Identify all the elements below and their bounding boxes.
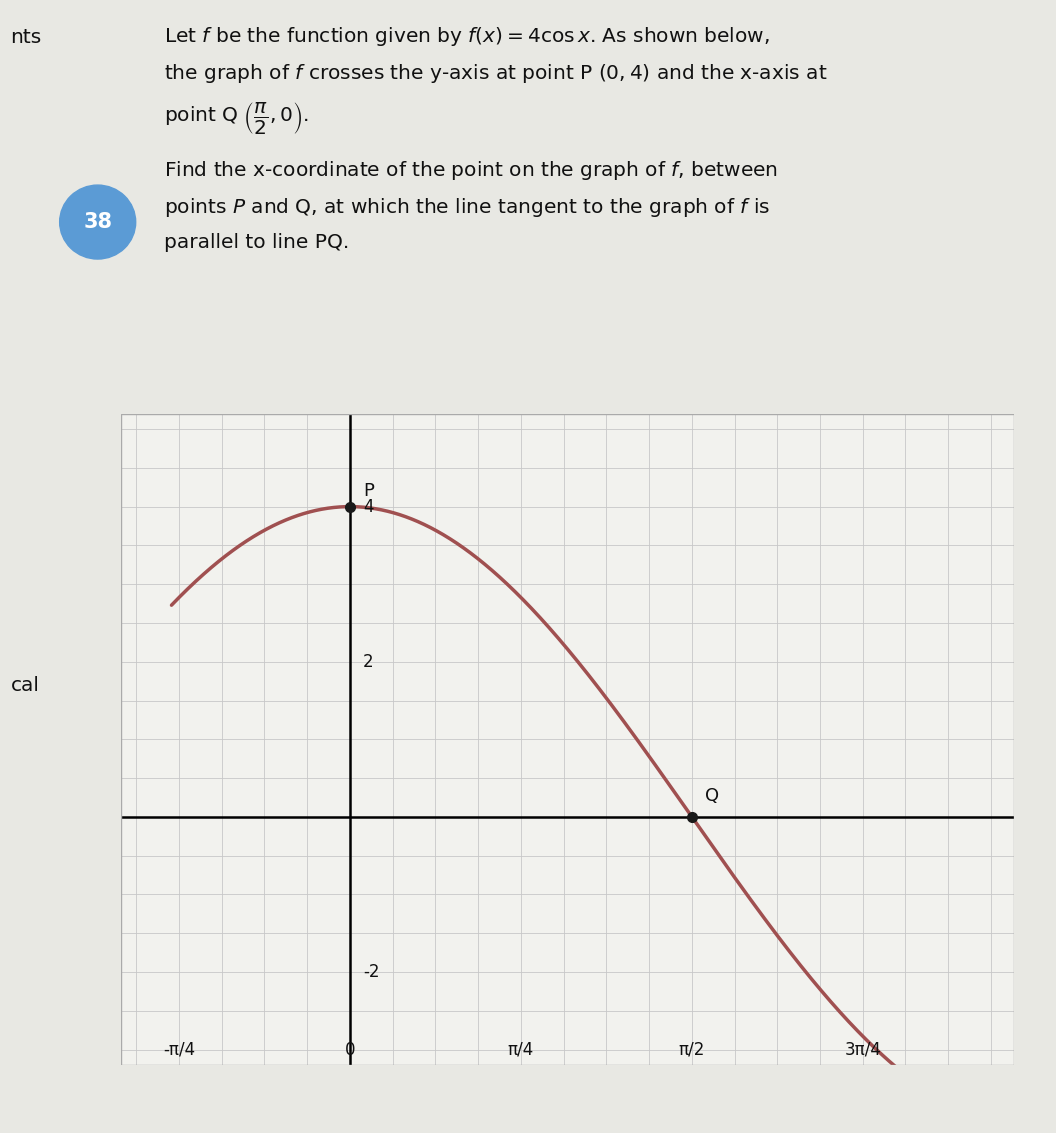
Circle shape [60,185,135,259]
Text: nts: nts [11,28,42,48]
Text: Find the x-coordinate of the point on the graph of $f$, between: Find the x-coordinate of the point on th… [164,159,777,181]
Text: points $P$ and Q, at which the line tangent to the graph of $f$ is: points $P$ and Q, at which the line tang… [164,196,770,219]
Text: 2: 2 [363,653,374,671]
Text: point Q $\left(\dfrac{\pi}{2}, 0\right)$.: point Q $\left(\dfrac{\pi}{2}, 0\right)$… [164,100,308,136]
Text: Q: Q [705,787,719,806]
Text: cal: cal [11,676,39,695]
Text: the graph of $f$ crosses the y-axis at point P $(0, 4)$ and the x-axis at: the graph of $f$ crosses the y-axis at p… [164,62,827,85]
Text: 38: 38 [83,212,112,232]
Text: P: P [363,483,374,501]
Text: -2: -2 [363,963,379,981]
Text: parallel to line PQ.: parallel to line PQ. [164,233,348,253]
Text: Let $f$ be the function given by $f(x) = 4\cos x$. As shown below,: Let $f$ be the function given by $f(x) =… [164,25,770,48]
Text: π/4: π/4 [508,1041,534,1059]
Text: 4: 4 [363,497,374,516]
Text: π/2: π/2 [679,1041,705,1059]
Text: 0: 0 [344,1041,355,1059]
Text: -π/4: -π/4 [163,1041,195,1059]
Text: 3π/4: 3π/4 [845,1041,881,1059]
